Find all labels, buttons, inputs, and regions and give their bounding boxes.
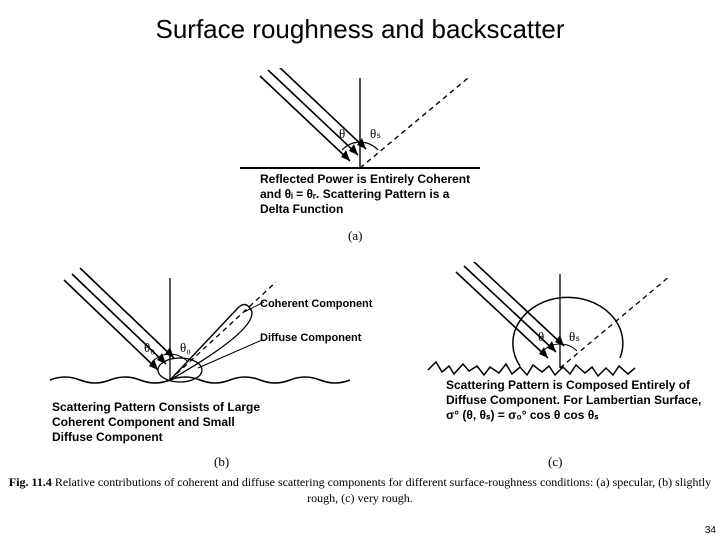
- desc-c: Scattering Pattern is Composed Entirely …: [446, 378, 706, 423]
- sublabel-a: (a): [348, 228, 362, 244]
- theta-right-a: θₛ: [370, 126, 381, 141]
- theta-right-c: θₛ: [569, 329, 580, 344]
- page-title: Surface roughness and backscatter: [0, 14, 720, 45]
- desc-a: Reflected Power is Entirely Coherent and…: [260, 172, 480, 217]
- page-number: 34: [705, 525, 716, 536]
- theta-left-b: θ₀: [144, 340, 155, 355]
- panel-c: θ θₛ: [420, 262, 700, 452]
- theta-left-a: θ: [339, 126, 345, 141]
- theta-right-b: θ₀: [180, 340, 191, 355]
- diagram-c: θ θₛ: [420, 262, 700, 392]
- sublabel-b: (b): [214, 454, 229, 470]
- desc-b: Scattering Pattern Consists of Large Coh…: [52, 400, 272, 445]
- sublabel-c: (c): [548, 454, 562, 470]
- diagram-a: θ θₛ: [220, 68, 500, 188]
- theta-left-c: θ: [538, 329, 544, 344]
- callout-coherent: Coherent Component: [260, 298, 372, 310]
- caption-text: Relative contributions of coherent and d…: [52, 475, 711, 505]
- caption-fig-number: Fig. 11.4: [9, 475, 52, 489]
- figure-caption: Fig. 11.4 Relative contributions of cohe…: [0, 474, 720, 506]
- callout-diffuse: Diffuse Component: [260, 332, 361, 344]
